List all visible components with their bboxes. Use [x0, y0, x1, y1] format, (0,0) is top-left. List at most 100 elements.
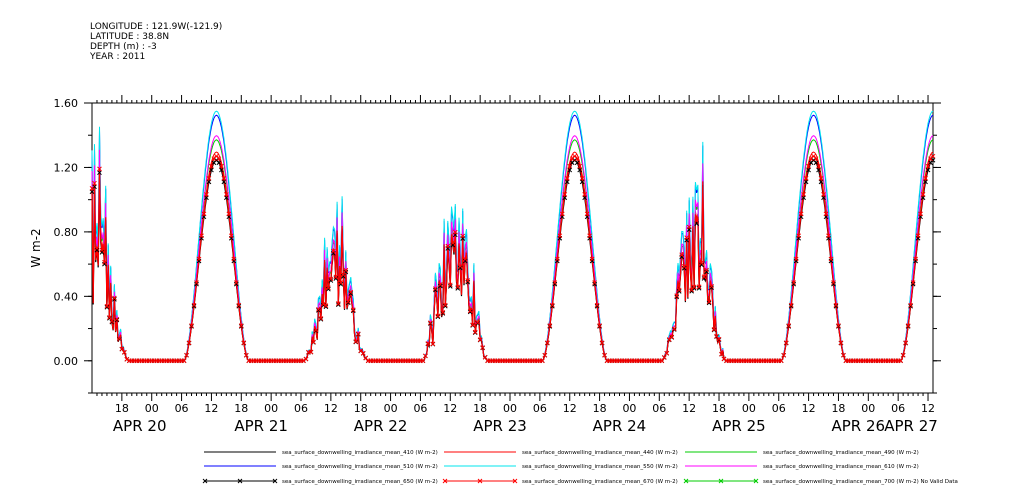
series-marker-7	[778, 358, 784, 364]
x-tick-label: 18	[115, 402, 129, 415]
series-marker-6	[114, 317, 120, 323]
series-marker-6	[350, 308, 356, 314]
series-marker-7	[547, 323, 553, 329]
series-marker-7	[343, 267, 349, 273]
series-marker-7	[462, 256, 468, 262]
series-marker-6	[219, 167, 224, 173]
series-marker-6	[437, 283, 443, 289]
series-marker-7	[664, 350, 670, 356]
series-marker-7	[701, 274, 707, 280]
series-marker-7	[831, 280, 836, 285]
series-marker-7	[833, 302, 839, 308]
series-marker-6	[338, 281, 344, 287]
series-marker-6	[442, 303, 448, 309]
x-tick-label: 06	[652, 402, 666, 415]
legend-marker-8	[683, 478, 689, 484]
series-marker-7	[540, 358, 545, 364]
series-marker-7	[326, 285, 331, 291]
series-marker-7	[433, 286, 438, 291]
series-marker-6	[340, 274, 346, 279]
series-marker-7	[918, 211, 923, 217]
series-marker-7	[905, 323, 911, 329]
series-marker-7	[806, 163, 811, 169]
series-marker-6	[104, 304, 110, 310]
series-marker-6	[696, 285, 702, 291]
series-marker-7	[681, 263, 687, 269]
series-marker-7	[592, 280, 597, 285]
series-marker-7	[204, 192, 209, 197]
series-marker-6	[465, 279, 471, 285]
series-marker-7	[801, 192, 806, 197]
series-marker-6	[316, 308, 321, 313]
series-marker-6	[925, 167, 931, 173]
series-marker-7	[913, 256, 918, 262]
series-marker-7	[238, 323, 244, 329]
series-marker-7	[480, 345, 485, 350]
series-marker-7	[599, 340, 605, 346]
series-marker-7	[477, 337, 483, 342]
x-tick-label: 00	[742, 402, 756, 415]
series-marker-6	[574, 160, 580, 166]
series-marker-7	[440, 310, 446, 315]
date-label: APR 26	[832, 417, 886, 435]
series-marker-7	[452, 229, 458, 235]
series-line-1	[91, 151, 934, 362]
series-marker-7	[353, 339, 359, 344]
date-label: APR 25	[712, 417, 766, 435]
series-marker-6	[706, 300, 712, 306]
header-year: YEAR : 2011	[90, 52, 146, 62]
x-tick-label: 00	[861, 402, 875, 415]
legend-marker-7	[477, 478, 483, 484]
header-longitude: LONGITUDE : 121.9W(-121.9)	[90, 22, 223, 32]
series-marker-7	[579, 175, 585, 181]
series-marker-7	[236, 302, 242, 308]
series-marker-7	[121, 349, 127, 355]
series-marker-7	[796, 233, 801, 239]
series-marker-7	[228, 233, 234, 239]
x-tick-label: 12	[682, 402, 696, 415]
series-marker-7	[243, 352, 249, 358]
series-marker-6	[930, 157, 936, 163]
series-marker-7	[674, 293, 680, 299]
series-marker-7	[99, 247, 105, 253]
series-marker-6	[191, 303, 197, 309]
series-marker-7	[925, 163, 931, 169]
series-marker-7	[330, 248, 336, 254]
series-line-7	[91, 155, 934, 362]
series-marker-7	[562, 192, 568, 197]
series-marker-7	[216, 156, 222, 162]
x-tick-label: 12	[204, 402, 218, 415]
series-marker-7	[119, 346, 125, 352]
series-marker-7	[900, 352, 906, 358]
series-marker-7	[112, 295, 117, 301]
series-marker-7	[910, 280, 916, 285]
series-marker-7	[221, 175, 227, 181]
x-tick-label: 18	[354, 402, 368, 415]
legend-label-1: sea_surface_downwelling_irradiance_mean_…	[522, 450, 678, 456]
series-marker-7	[445, 243, 451, 249]
series-marker-6	[579, 179, 585, 185]
series-marker-6	[221, 179, 227, 185]
series-marker-6	[455, 286, 461, 291]
series-marker-7	[209, 163, 214, 169]
series-marker-7	[348, 289, 354, 295]
x-tick-label: 18	[234, 402, 248, 415]
series-marker-6	[216, 160, 222, 166]
series-marker-7	[803, 175, 809, 181]
series-marker-7	[199, 233, 204, 239]
series-marker-7	[793, 256, 799, 262]
y-tick-label: 1.60	[54, 97, 79, 110]
header-depth: DEPTH (m) : -3	[90, 42, 157, 52]
series-marker-7	[908, 302, 913, 308]
series-marker-7	[335, 301, 341, 306]
series-marker-7	[826, 233, 831, 239]
series-marker-6	[194, 281, 199, 287]
series-marker-6	[233, 281, 239, 287]
x-tick-label: 00	[264, 402, 278, 415]
series-marker-7	[544, 340, 550, 346]
series-marker-7	[350, 307, 356, 313]
series-line-4	[91, 110, 934, 362]
series-marker-7	[447, 282, 453, 288]
series-marker-7	[460, 233, 466, 239]
series-marker-7	[920, 192, 926, 197]
